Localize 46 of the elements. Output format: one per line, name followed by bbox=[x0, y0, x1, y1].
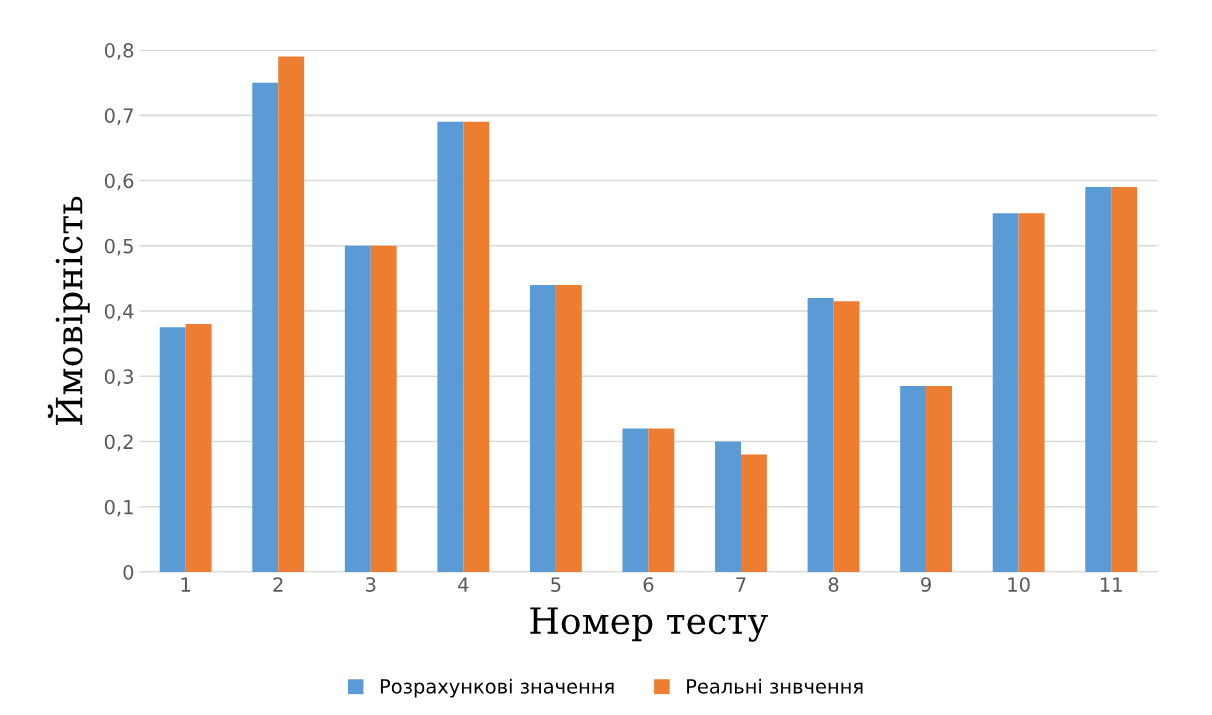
x-tick-label: 4 bbox=[458, 577, 469, 592]
bar bbox=[926, 386, 952, 572]
bar bbox=[992, 213, 1019, 572]
x-tick-label: 11 bbox=[1100, 577, 1122, 592]
bar bbox=[344, 245, 371, 572]
y-tick-label: 0,1 bbox=[104, 499, 133, 517]
bar bbox=[833, 301, 860, 572]
x-tick-label: 8 bbox=[828, 577, 839, 592]
bar bbox=[185, 324, 212, 572]
y-tick-label: 0,5 bbox=[104, 238, 133, 256]
bar bbox=[252, 82, 279, 572]
bar bbox=[715, 441, 741, 572]
bar bbox=[278, 56, 305, 572]
bar bbox=[807, 297, 834, 572]
x-tick-label: 7 bbox=[736, 577, 746, 592]
y-tick-label: 0,8 bbox=[104, 43, 134, 60]
x-axis-title: Номер тесту bbox=[530, 607, 769, 642]
bar bbox=[1111, 187, 1138, 572]
bar bbox=[1085, 187, 1112, 572]
y-tick-label: 0,7 bbox=[104, 108, 133, 125]
y-tick-label: 0,4 bbox=[104, 303, 134, 321]
bar bbox=[555, 284, 582, 572]
bar bbox=[437, 121, 464, 572]
x-tick-label: 2 bbox=[273, 577, 283, 592]
y-tick-label: 0,2 bbox=[104, 434, 133, 452]
y-axis-title: Ймовірність bbox=[47, 196, 90, 425]
bar bbox=[622, 428, 649, 572]
y-tick-label: 0,3 bbox=[104, 369, 133, 386]
bar bbox=[900, 386, 927, 572]
bar bbox=[740, 454, 767, 572]
y-tick-label: 0 bbox=[123, 564, 134, 580]
x-tick-label: 10 bbox=[1008, 577, 1030, 592]
bar bbox=[370, 245, 397, 572]
bar bbox=[648, 428, 675, 572]
legend-label: Реальні знвчення bbox=[687, 678, 863, 694]
y-tick-label: 0,6 bbox=[104, 173, 134, 191]
bar bbox=[463, 121, 490, 572]
x-tick-label: 6 bbox=[643, 577, 654, 592]
legend-label: Розрахункові значення bbox=[380, 678, 614, 698]
bar bbox=[529, 284, 556, 572]
bar bbox=[1018, 213, 1045, 572]
x-tick-label: 5 bbox=[551, 577, 561, 592]
x-tick-label: 3 bbox=[366, 577, 376, 592]
x-tick-label: 1 bbox=[181, 577, 191, 592]
x-tick-label: 9 bbox=[921, 577, 931, 592]
bar bbox=[159, 327, 186, 572]
